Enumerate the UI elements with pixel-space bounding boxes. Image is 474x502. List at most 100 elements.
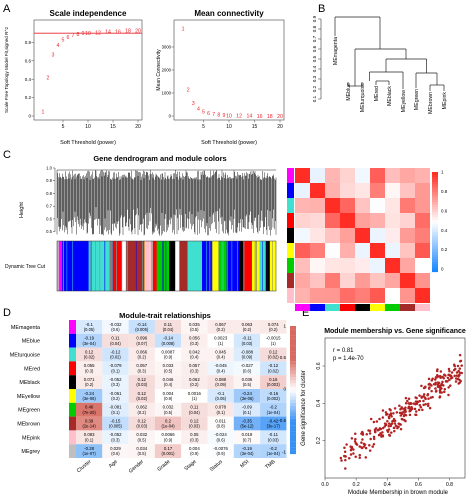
module-trait-correlation: 0.046	[163, 377, 174, 382]
panel-label-c: C	[3, 149, 11, 161]
module-trait-cell	[128, 361, 155, 376]
adjacency-cell	[370, 288, 385, 303]
mm-gs-point	[368, 443, 371, 447]
adjacency-colorbar-step	[432, 189, 438, 193]
adjacency-cell	[415, 288, 430, 303]
module-trait-correlation: 0.033	[163, 363, 174, 368]
module-row-label: MEpink	[22, 435, 40, 441]
module-trait-correlation: 0.078	[215, 405, 226, 410]
gene-dendrogram-ylabel: Height	[19, 202, 25, 218]
mm-gs-point	[343, 446, 346, 450]
adjacency-colorbar-step	[432, 212, 438, 215]
mm-gs-point	[427, 377, 431, 381]
module-trait-pvalue: (0.1)	[243, 410, 252, 415]
module-trait-colorbar-step	[290, 415, 296, 419]
module-trait-correlation: 0.042	[189, 349, 200, 354]
mm-gs-point	[372, 442, 376, 446]
module-trait-pvalue: (0.5)	[138, 451, 147, 456]
mm-gs-point	[422, 403, 425, 407]
module-trait-pvalue: (1e-07)	[83, 451, 97, 456]
tree-cut-module-block	[212, 241, 219, 291]
adjacency-row-color	[287, 198, 294, 213]
module-trait-correlation: -0.027	[241, 363, 254, 368]
module-row-label: MEblue	[22, 339, 40, 345]
adjacency-cell	[400, 258, 415, 273]
adjacency-cell	[355, 228, 370, 243]
module-trait-correlation: 0.029	[110, 446, 121, 451]
module-trait-pvalue: (0.07)	[136, 341, 147, 346]
module-trait-cell	[76, 444, 103, 458]
module-trait-colorbar-step	[290, 425, 296, 429]
mm-gs-point	[423, 386, 427, 389]
module-trait-colorbar-step	[290, 377, 296, 381]
module-trait-correlation: -0.24	[84, 391, 94, 396]
mm-gs-point	[398, 404, 401, 407]
module-trait-pvalue: (0.3)	[111, 437, 120, 442]
module-trait-title: Module-trait relationships	[119, 311, 211, 320]
module-trait-pvalue: (3e-04)	[240, 451, 254, 456]
mm-gs-point	[340, 459, 343, 462]
adjacency-cell	[415, 273, 430, 288]
adjacency-colorbar-step	[432, 192, 438, 195]
scale-independence-point: 1	[42, 109, 45, 115]
mm-gs-point	[404, 419, 407, 423]
adjacency-cell	[400, 198, 415, 213]
x-tick-label: 15	[110, 124, 116, 130]
module-trait-correlation: -0.12	[111, 349, 121, 354]
tree-cut-module-block	[251, 241, 260, 291]
module-row-label: MEturquoise	[10, 353, 40, 359]
module-trait-correlation: -0.19	[84, 336, 94, 341]
mm-gs-point	[428, 406, 432, 410]
x-tick-label: 10	[226, 124, 232, 130]
module-trait-cell	[102, 320, 129, 334]
adjacency-cell	[295, 213, 310, 228]
module-trait-correlation: -0.16	[268, 391, 278, 396]
mm-gs-point	[339, 456, 343, 460]
mm-gs-point	[430, 389, 433, 393]
adjacency-cell	[415, 243, 430, 258]
adjacency-cell	[415, 198, 430, 213]
mm-gs-point	[453, 374, 456, 378]
module-trait-cell	[76, 430, 103, 445]
module-trait-pvalue: (0.02)	[268, 355, 279, 360]
adjacency-colorbar-step	[432, 204, 438, 208]
adjacency-cell	[325, 183, 340, 198]
dendrogram-y-tick-label: 0.8	[312, 25, 317, 32]
mm-gs-point	[434, 387, 437, 390]
module-trait-pvalue: (0.2)	[216, 327, 225, 332]
module-trait-pvalue: (0.5)	[190, 327, 199, 332]
x-tick-label: 0.2	[353, 482, 360, 488]
adjacency-cell	[340, 228, 355, 243]
mm-gs-point	[440, 387, 443, 390]
mean-connectivity-point: 1	[182, 27, 185, 33]
module-trait-cell	[102, 402, 129, 417]
module-trait-pvalue: (1e-04)	[267, 451, 281, 456]
module-trait-correlation: -0.0015	[266, 336, 281, 341]
adjacency-cell	[295, 243, 310, 258]
mm-gs-point	[379, 432, 382, 435]
panel-d-module-trait: Module-trait relationships MEmagenta -0.1…	[10, 311, 296, 475]
module-row-label: MEred	[24, 366, 40, 372]
mm-gs-point	[399, 414, 403, 417]
mm-gs-point	[457, 382, 460, 385]
adjacency-cell	[355, 258, 370, 273]
module-trait-colorbar-step	[290, 418, 296, 423]
module-trait-colorbar-step	[290, 367, 296, 371]
module-row-color	[69, 444, 76, 458]
module-trait-correlation: 0.062	[189, 377, 200, 382]
module-trait-cell	[207, 416, 234, 431]
module-trait-colorbar-step	[290, 396, 296, 400]
module-trait-cell	[76, 389, 103, 403]
mm-gs-point	[450, 376, 454, 379]
module-row-label: MEbrown	[17, 422, 40, 428]
mm-gs-point	[389, 413, 393, 417]
module-trait-cell	[260, 333, 287, 348]
adjacency-cell	[325, 198, 340, 213]
dendrogram-y-tick-label: 0.3	[312, 75, 317, 82]
scale-independence-point: 5	[62, 38, 65, 44]
mm-gs-point	[352, 448, 355, 451]
adjacency-col-color	[415, 304, 430, 311]
tree-cut-frame	[56, 240, 277, 292]
mean-connectivity-point: 5	[202, 110, 205, 116]
